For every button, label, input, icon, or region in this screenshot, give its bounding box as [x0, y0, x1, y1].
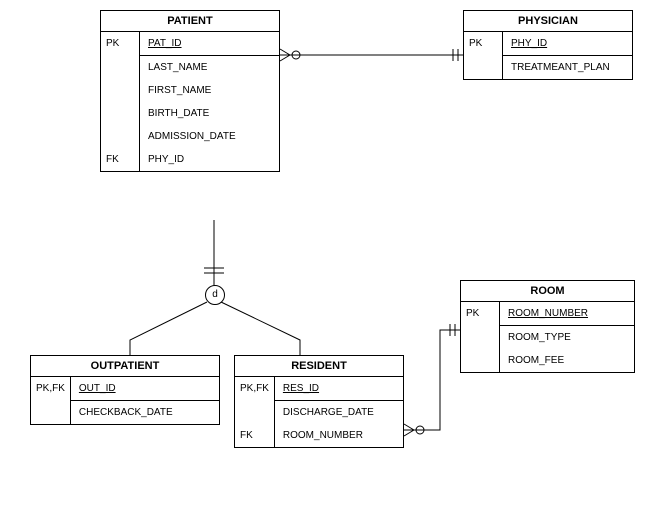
key-label: FK: [235, 424, 275, 447]
disjoint-symbol: d: [205, 285, 225, 305]
key-label: FK: [101, 148, 140, 171]
entity-patient: PATIENT PK PAT_ID LAST_NAME FIRST_NAME B…: [100, 10, 280, 172]
attr-name: ROOM_NUMBER: [500, 302, 634, 326]
entity-resident: RESIDENT PK,FK RES_ID DISCHARGE_DATE FK …: [234, 355, 404, 448]
attr-name: ROOM_TYPE: [500, 326, 634, 349]
attr-name: BIRTH_DATE: [140, 102, 279, 125]
crowfoot-patient: [280, 49, 290, 61]
entity-title: OUTPATIENT: [31, 356, 219, 377]
edge-resident-room: [404, 330, 460, 430]
key-label: [461, 326, 500, 349]
key-label: [101, 102, 140, 125]
attr-name: ROOM_FEE: [500, 349, 634, 372]
attr-name: FIRST_NAME: [140, 79, 279, 102]
key-label: [101, 79, 140, 102]
key-label: PK,FK: [31, 377, 71, 401]
attr-name: TREATMEANT_PLAN: [503, 56, 632, 79]
entity-title: ROOM: [461, 281, 634, 302]
key-label: [101, 125, 140, 148]
attr-name: LAST_NAME: [140, 56, 279, 79]
crowfoot-circle-resident: [416, 426, 424, 434]
attr-name: CHECKBACK_DATE: [71, 401, 219, 424]
key-label: PK: [461, 302, 500, 326]
key-label: PK: [101, 32, 140, 56]
attr-name: OUT_ID: [71, 377, 219, 401]
attr-name: ROOM_NUMBER: [275, 424, 403, 447]
entity-title: PATIENT: [101, 11, 279, 32]
entity-room: ROOM PK ROOM_NUMBER ROOM_TYPE ROOM_FEE: [460, 280, 635, 373]
attr-name: RES_ID: [275, 377, 403, 401]
entity-title: RESIDENT: [235, 356, 403, 377]
key-label: PK: [464, 32, 503, 56]
key-label: [235, 401, 275, 424]
double-bar: [204, 268, 224, 273]
attr-name: PHY_ID: [140, 148, 279, 171]
edge-d-resident: [221, 302, 300, 355]
attr-name: ADMISSION_DATE: [140, 125, 279, 148]
bar-physician: [453, 49, 458, 61]
key-label: PK,FK: [235, 377, 275, 401]
key-label: [461, 349, 500, 372]
key-label: [31, 401, 71, 424]
entity-title: PHYSICIAN: [464, 11, 632, 32]
er-diagram-canvas: PATIENT PK PAT_ID LAST_NAME FIRST_NAME B…: [0, 0, 651, 511]
attr-name: DISCHARGE_DATE: [275, 401, 403, 424]
entity-physician: PHYSICIAN PK PHY_ID TREATMEANT_PLAN: [463, 10, 633, 80]
key-label: [464, 56, 503, 79]
key-label: [101, 56, 140, 79]
entity-outpatient: OUTPATIENT PK,FK OUT_ID CHECKBACK_DATE: [30, 355, 220, 425]
edge-d-outpatient: [130, 302, 207, 355]
attr-name: PAT_ID: [140, 32, 279, 56]
crowfoot-circle-patient: [292, 51, 300, 59]
bar-room: [450, 324, 455, 336]
attr-name: PHY_ID: [503, 32, 632, 56]
crowfoot-resident: [404, 424, 414, 436]
